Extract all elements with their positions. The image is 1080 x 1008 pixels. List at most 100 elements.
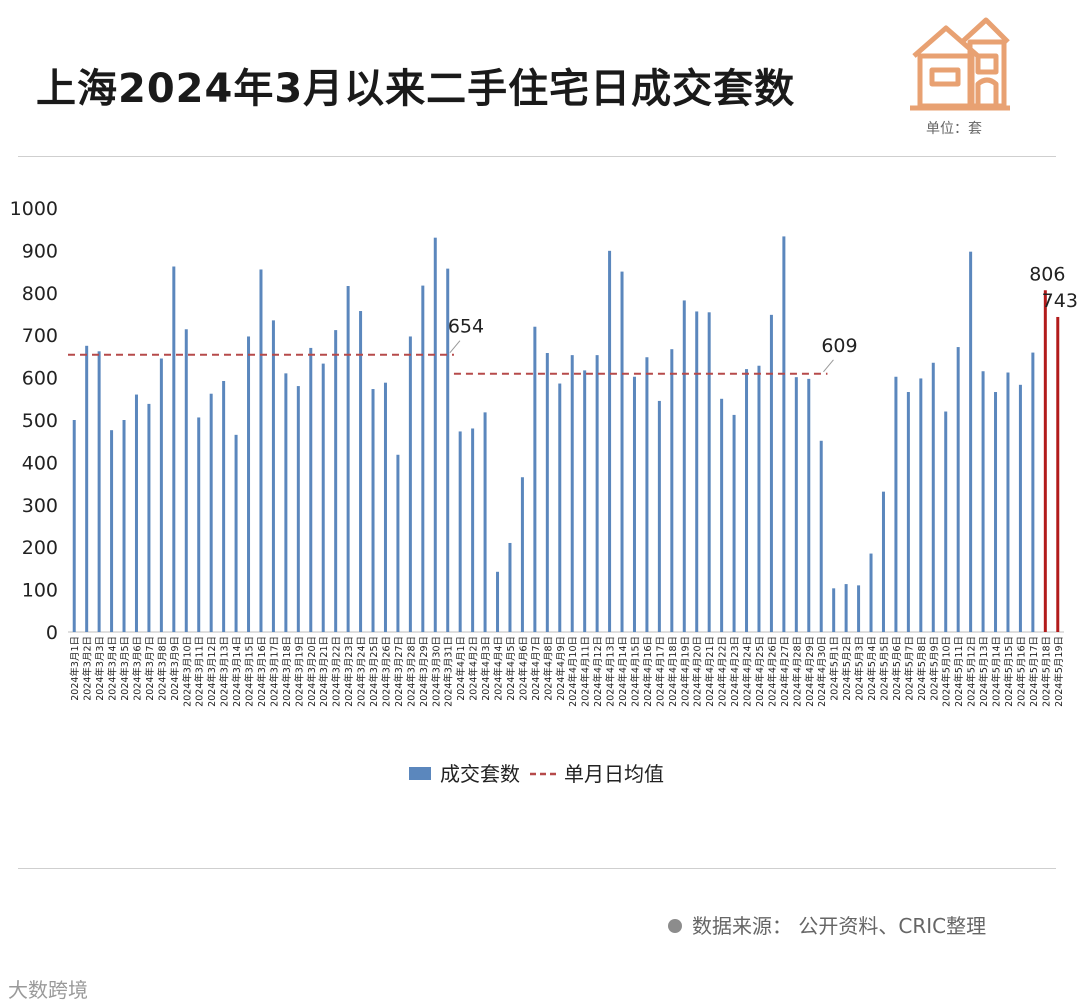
bar xyxy=(956,347,960,632)
bar xyxy=(608,250,612,632)
bar xyxy=(1043,290,1047,632)
bar xyxy=(371,389,375,632)
bar xyxy=(819,440,823,632)
x-tick-label: 2024年3月22日 xyxy=(331,636,343,707)
x-tick-label: 2024年3月15日 xyxy=(244,636,256,707)
bar xyxy=(844,584,848,632)
x-tick-label: 2024年3月12日 xyxy=(206,636,218,707)
bar xyxy=(359,311,363,632)
x-tick-label: 2024年3月13日 xyxy=(219,636,231,707)
x-tick-label: 2024年5月19日 xyxy=(1053,636,1065,707)
x-tick-label: 2024年4月11日 xyxy=(580,636,592,707)
x-tick-label: 2024年5月1日 xyxy=(829,636,841,701)
bar xyxy=(97,351,101,632)
bar xyxy=(122,420,126,632)
bar xyxy=(1018,384,1022,632)
house-icon xyxy=(910,17,1010,111)
bar xyxy=(632,376,636,632)
bar xyxy=(807,378,811,632)
bar xyxy=(446,268,450,632)
x-tick-label: 2024年3月24日 xyxy=(356,636,368,707)
x-tick-label: 2024年4月13日 xyxy=(605,636,617,707)
x-tick-label: 2024年5月18日 xyxy=(1040,636,1052,707)
x-tick-label: 2024年3月18日 xyxy=(281,636,293,707)
x-tick-label: 2024年5月15日 xyxy=(1003,636,1015,707)
bar xyxy=(147,403,151,632)
bullet-icon xyxy=(668,918,682,933)
x-tick-label: 2024年3月8日 xyxy=(156,636,168,701)
unit-label: 单位：套 xyxy=(926,121,982,137)
x-tick-label: 2024年5月17日 xyxy=(1028,636,1040,707)
x-tick-label: 2024年5月12日 xyxy=(966,636,978,707)
x-tick-label: 2024年3月28日 xyxy=(405,636,417,707)
x-tick-label: 2024年5月2日 xyxy=(841,636,853,701)
data-label: 743 xyxy=(1042,290,1078,312)
top-divider xyxy=(18,156,1056,157)
x-tick-label: 2024年4月28日 xyxy=(791,636,803,707)
bar xyxy=(545,353,549,632)
bar xyxy=(85,345,89,632)
x-tick-label: 2024年3月3日 xyxy=(94,636,106,701)
x-tick-label: 2024年4月17日 xyxy=(654,636,666,707)
bar xyxy=(334,330,338,632)
bar xyxy=(458,431,462,632)
bar xyxy=(1056,316,1060,632)
x-tick-label: 2024年3月4日 xyxy=(107,636,119,701)
bar xyxy=(321,363,325,632)
x-tick-label: 2024年4月22日 xyxy=(717,636,729,707)
data-source: 数据来源： 公开资料、CRIC整理 xyxy=(668,910,986,939)
x-tick-label: 2024年4月5日 xyxy=(505,636,517,701)
average-leader xyxy=(449,340,461,354)
x-tick-label: 2024年3月6日 xyxy=(131,636,143,701)
y-tick-label: 800 xyxy=(22,283,58,305)
bar xyxy=(508,542,512,632)
x-tick-label: 2024年4月25日 xyxy=(754,636,766,707)
x-tick-label: 2024年5月3日 xyxy=(854,636,866,701)
x-tick-label: 2024年3月21日 xyxy=(318,636,330,707)
average-label: 654 xyxy=(448,316,484,338)
bar xyxy=(894,376,898,632)
bar xyxy=(794,377,798,632)
y-tick-label: 400 xyxy=(22,452,58,474)
x-tick-label: 2024年3月29日 xyxy=(418,636,430,707)
x-tick-label: 2024年4月26日 xyxy=(766,636,778,707)
bar xyxy=(533,326,537,632)
x-tick-label: 2024年3月25日 xyxy=(368,636,380,707)
bar xyxy=(931,362,935,632)
x-tick-label: 2024年4月27日 xyxy=(779,636,791,707)
x-tick-label: 2024年4月21日 xyxy=(704,636,716,707)
x-tick-label: 2024年4月7日 xyxy=(530,636,542,701)
x-tick-label: 2024年3月30日 xyxy=(430,636,442,707)
y-tick-label: 1000 xyxy=(10,198,58,220)
bar xyxy=(707,312,711,632)
bar xyxy=(869,553,873,632)
x-tick-label: 2024年4月20日 xyxy=(692,636,704,707)
x-tick-label: 2024年3月23日 xyxy=(343,636,355,707)
bar xyxy=(782,236,786,632)
y-tick-label: 100 xyxy=(22,580,58,602)
bar xyxy=(72,420,76,632)
bar xyxy=(159,358,163,632)
x-tick-label: 2024年5月11日 xyxy=(953,636,965,707)
x-tick-label: 2024年4月9日 xyxy=(555,636,567,701)
x-tick-label: 2024年5月5日 xyxy=(878,636,890,701)
x-tick-label: 2024年5月13日 xyxy=(978,636,990,707)
y-tick-label: 300 xyxy=(22,495,58,517)
x-tick-label: 2024年3月17日 xyxy=(268,636,280,707)
x-tick-label: 2024年3月19日 xyxy=(293,636,305,707)
bar xyxy=(670,349,674,632)
x-tick-label: 2024年4月8日 xyxy=(542,636,554,701)
bar xyxy=(657,400,661,632)
bar xyxy=(396,454,400,632)
bar xyxy=(496,571,500,632)
x-tick-label: 2024年3月20日 xyxy=(306,636,318,707)
bar xyxy=(421,285,425,632)
x-tick-label: 2024年4月30日 xyxy=(816,636,828,707)
x-tick-label: 2024年3月1日 xyxy=(69,636,81,701)
bar xyxy=(906,392,910,632)
x-tick-label: 2024年5月6日 xyxy=(891,636,903,701)
y-tick-label: 0 xyxy=(46,622,58,644)
legend-swatch-bars xyxy=(409,767,431,780)
watermark: 大数跨境 xyxy=(8,978,88,1002)
bar xyxy=(1006,372,1010,632)
